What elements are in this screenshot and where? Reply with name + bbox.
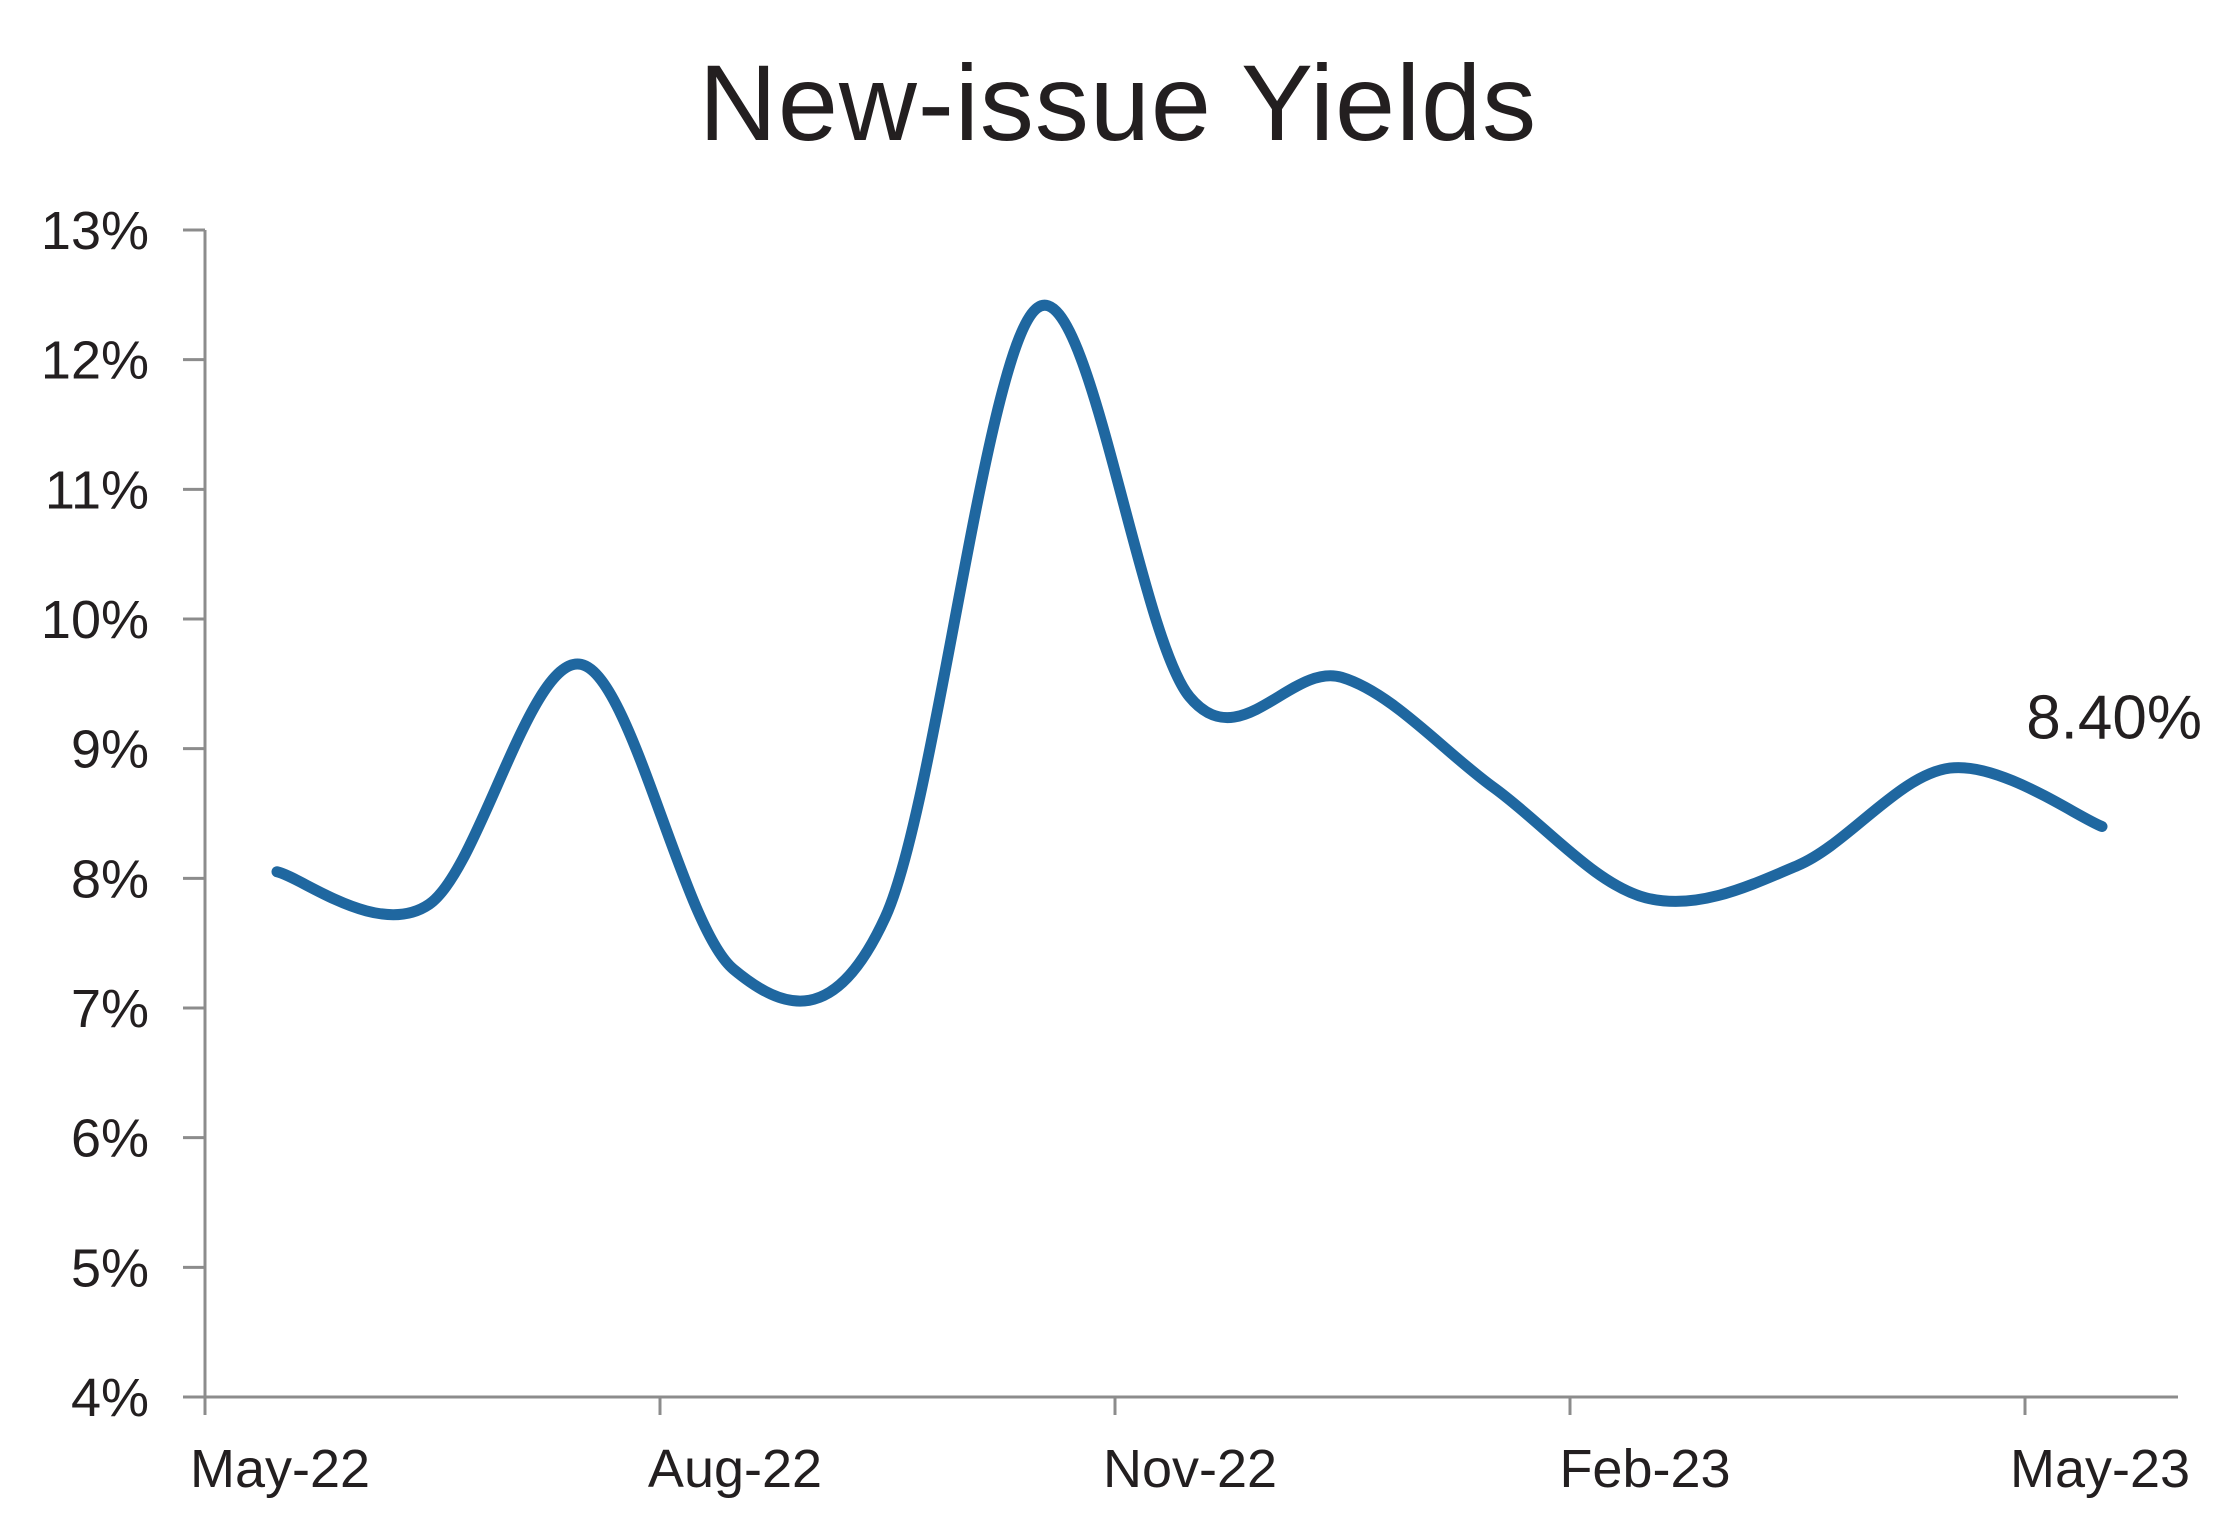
data-point bbox=[1489, 783, 1499, 793]
data-point bbox=[1793, 860, 1803, 870]
x-tick-label: Aug-22 bbox=[648, 1439, 822, 1499]
data-point bbox=[576, 659, 586, 669]
data-point bbox=[2097, 821, 2107, 831]
y-tick-label: 12% bbox=[41, 331, 149, 391]
y-tick-label: 8% bbox=[71, 849, 149, 909]
data-point bbox=[1032, 303, 1042, 313]
chart-title: New-issue Yields bbox=[698, 42, 1538, 163]
series-line bbox=[271, 299, 2108, 1007]
x-tick-label: May-22 bbox=[190, 1439, 370, 1499]
y-tick-label: 10% bbox=[41, 590, 149, 650]
y-tick-label: 4% bbox=[71, 1368, 149, 1428]
x-tick-label: May-23 bbox=[2010, 1439, 2190, 1499]
data-point bbox=[1945, 763, 1955, 773]
y-tick-label: 11% bbox=[45, 460, 149, 520]
y-tick-label: 13% bbox=[41, 201, 149, 261]
y-tick-label: 9% bbox=[71, 720, 149, 780]
data-point bbox=[1185, 692, 1195, 702]
data-point bbox=[272, 867, 282, 877]
y-tick-label: 6% bbox=[71, 1109, 149, 1169]
y-tick-label: 5% bbox=[71, 1238, 149, 1298]
data-point bbox=[1337, 672, 1347, 682]
x-tick-label: Nov-22 bbox=[1103, 1439, 1277, 1499]
data-label: 8.40% bbox=[2026, 683, 2202, 752]
data-point bbox=[1641, 893, 1651, 903]
data-point bbox=[880, 912, 890, 922]
x-tick-label: Feb-23 bbox=[1559, 1439, 1730, 1499]
data-point bbox=[424, 899, 434, 909]
data-point bbox=[728, 964, 738, 974]
y-tick-label: 7% bbox=[71, 979, 149, 1039]
